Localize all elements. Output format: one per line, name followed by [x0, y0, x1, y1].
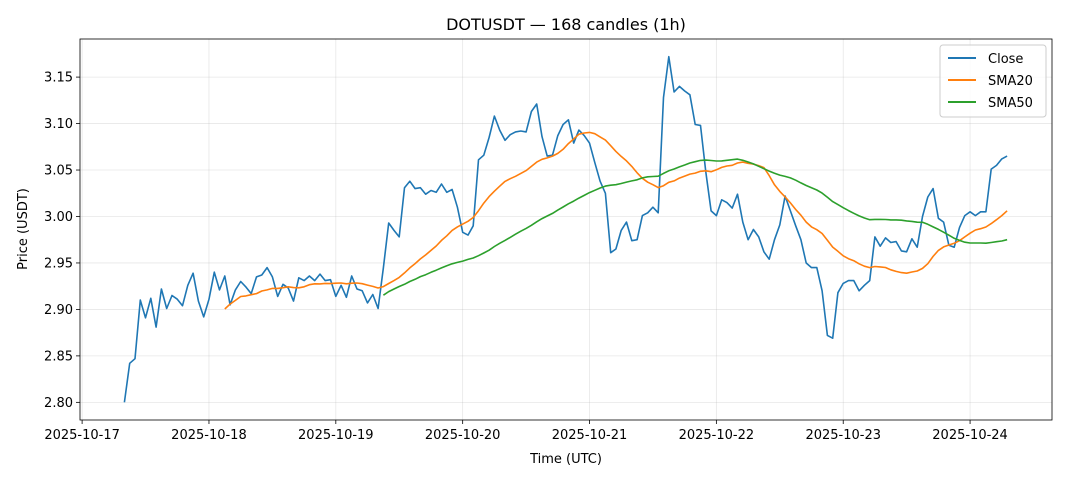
series-line-close: [123, 55, 1008, 403]
x-tick-label: 2025-10-21: [552, 428, 628, 443]
y-axis: 2.80 2.85 2.90 2.95 3.00 3.05 3.10 3.15: [44, 71, 80, 411]
legend: Close SMA20 SMA50: [939, 44, 1047, 118]
y-tick-label: 3.15: [44, 71, 73, 86]
grid: [80, 39, 1052, 420]
x-tick-label: 2025-10-18: [171, 428, 247, 443]
y-tick-label: 3.00: [44, 210, 73, 225]
legend-label-sma20: SMA20: [988, 74, 1033, 89]
x-tick-label: 2025-10-24: [932, 428, 1008, 443]
y-tick-label: 3.05: [44, 164, 73, 179]
x-tick-label: 2025-10-22: [679, 428, 755, 443]
y-tick-label: 3.10: [44, 117, 73, 132]
x-axis: 2025-10-17 2025-10-18 2025-10-19 2025-10-20…: [44, 420, 1008, 443]
x-tick-label: 2025-10-20: [425, 428, 501, 443]
series-group: [123, 55, 1008, 403]
y-tick-label: 2.95: [44, 256, 73, 271]
series-line-sma50: [382, 158, 1008, 296]
plot-frame: [79, 38, 1053, 421]
y-tick-label: 2.90: [44, 303, 73, 318]
series-line-sma20: [224, 131, 1008, 310]
legend-label-close: Close: [988, 52, 1023, 67]
y-tick-label: 2.80: [44, 396, 73, 411]
chart-title: DOTUSDT — 168 candles (1h): [446, 15, 686, 34]
x-tick-label: 2025-10-17: [44, 428, 120, 443]
y-tick-label: 2.85: [44, 349, 73, 364]
y-axis-label: Price (USDT): [16, 188, 31, 270]
legend-label-sma50: SMA50: [988, 96, 1033, 111]
x-tick-label: 2025-10-23: [805, 428, 881, 443]
x-tick-label: 2025-10-19: [298, 428, 374, 443]
x-axis-label: Time (UTC): [529, 452, 602, 467]
